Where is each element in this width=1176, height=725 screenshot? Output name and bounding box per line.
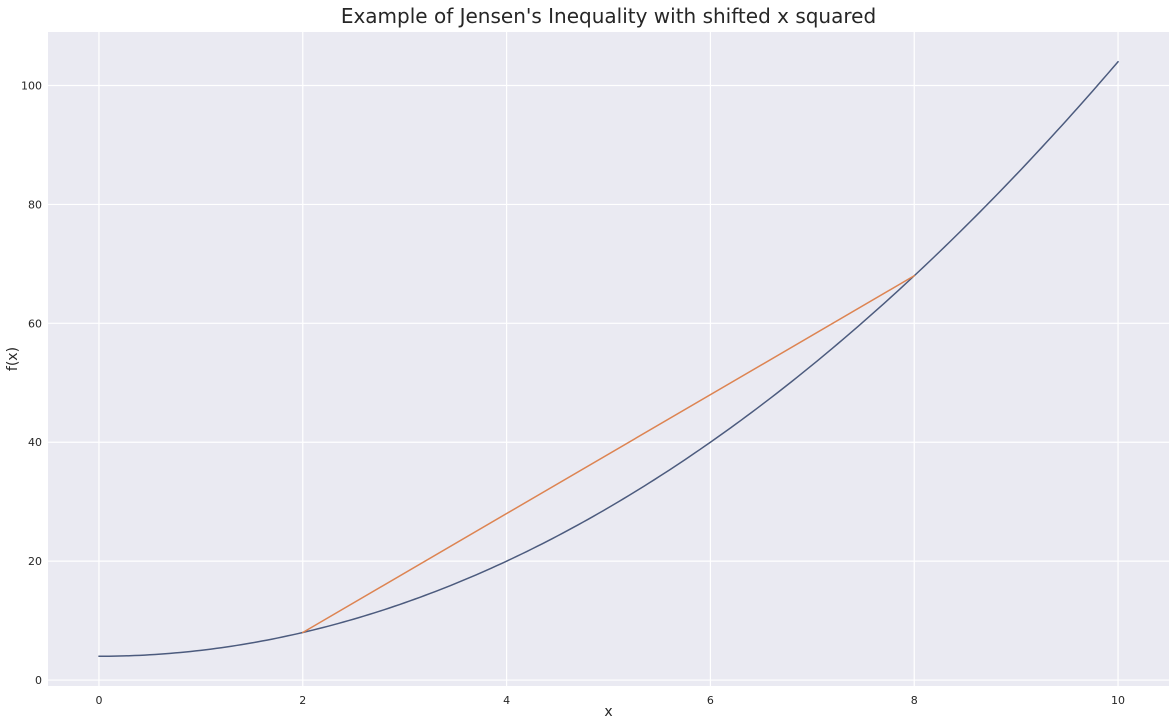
x-tick-label: 0: [95, 694, 102, 707]
y-tick-label: 80: [28, 198, 42, 211]
y-tick-label: 60: [28, 317, 42, 330]
y-axis-label: f(x): [5, 347, 21, 371]
curve-line: [98, 60, 1119, 658]
plot-background: [48, 32, 1169, 686]
y-tick-label: 40: [28, 436, 42, 449]
x-tick-label: 8: [911, 694, 918, 707]
x-tick-label: 2: [299, 694, 306, 707]
x-tick-label: 4: [503, 694, 510, 707]
y-tick-label: 100: [21, 80, 42, 93]
x-tick-label: 6: [707, 694, 714, 707]
grid-lines: [48, 32, 1169, 686]
x-axis-label: x: [604, 704, 612, 720]
series-lines: [98, 60, 1119, 658]
chart-title: Example of Jensen's Inequality with shif…: [341, 4, 876, 28]
x-tick-label: 10: [1111, 694, 1125, 707]
y-tick-label: 20: [28, 555, 42, 568]
chord-line: [302, 275, 915, 634]
y-tick-label: 0: [35, 674, 42, 687]
